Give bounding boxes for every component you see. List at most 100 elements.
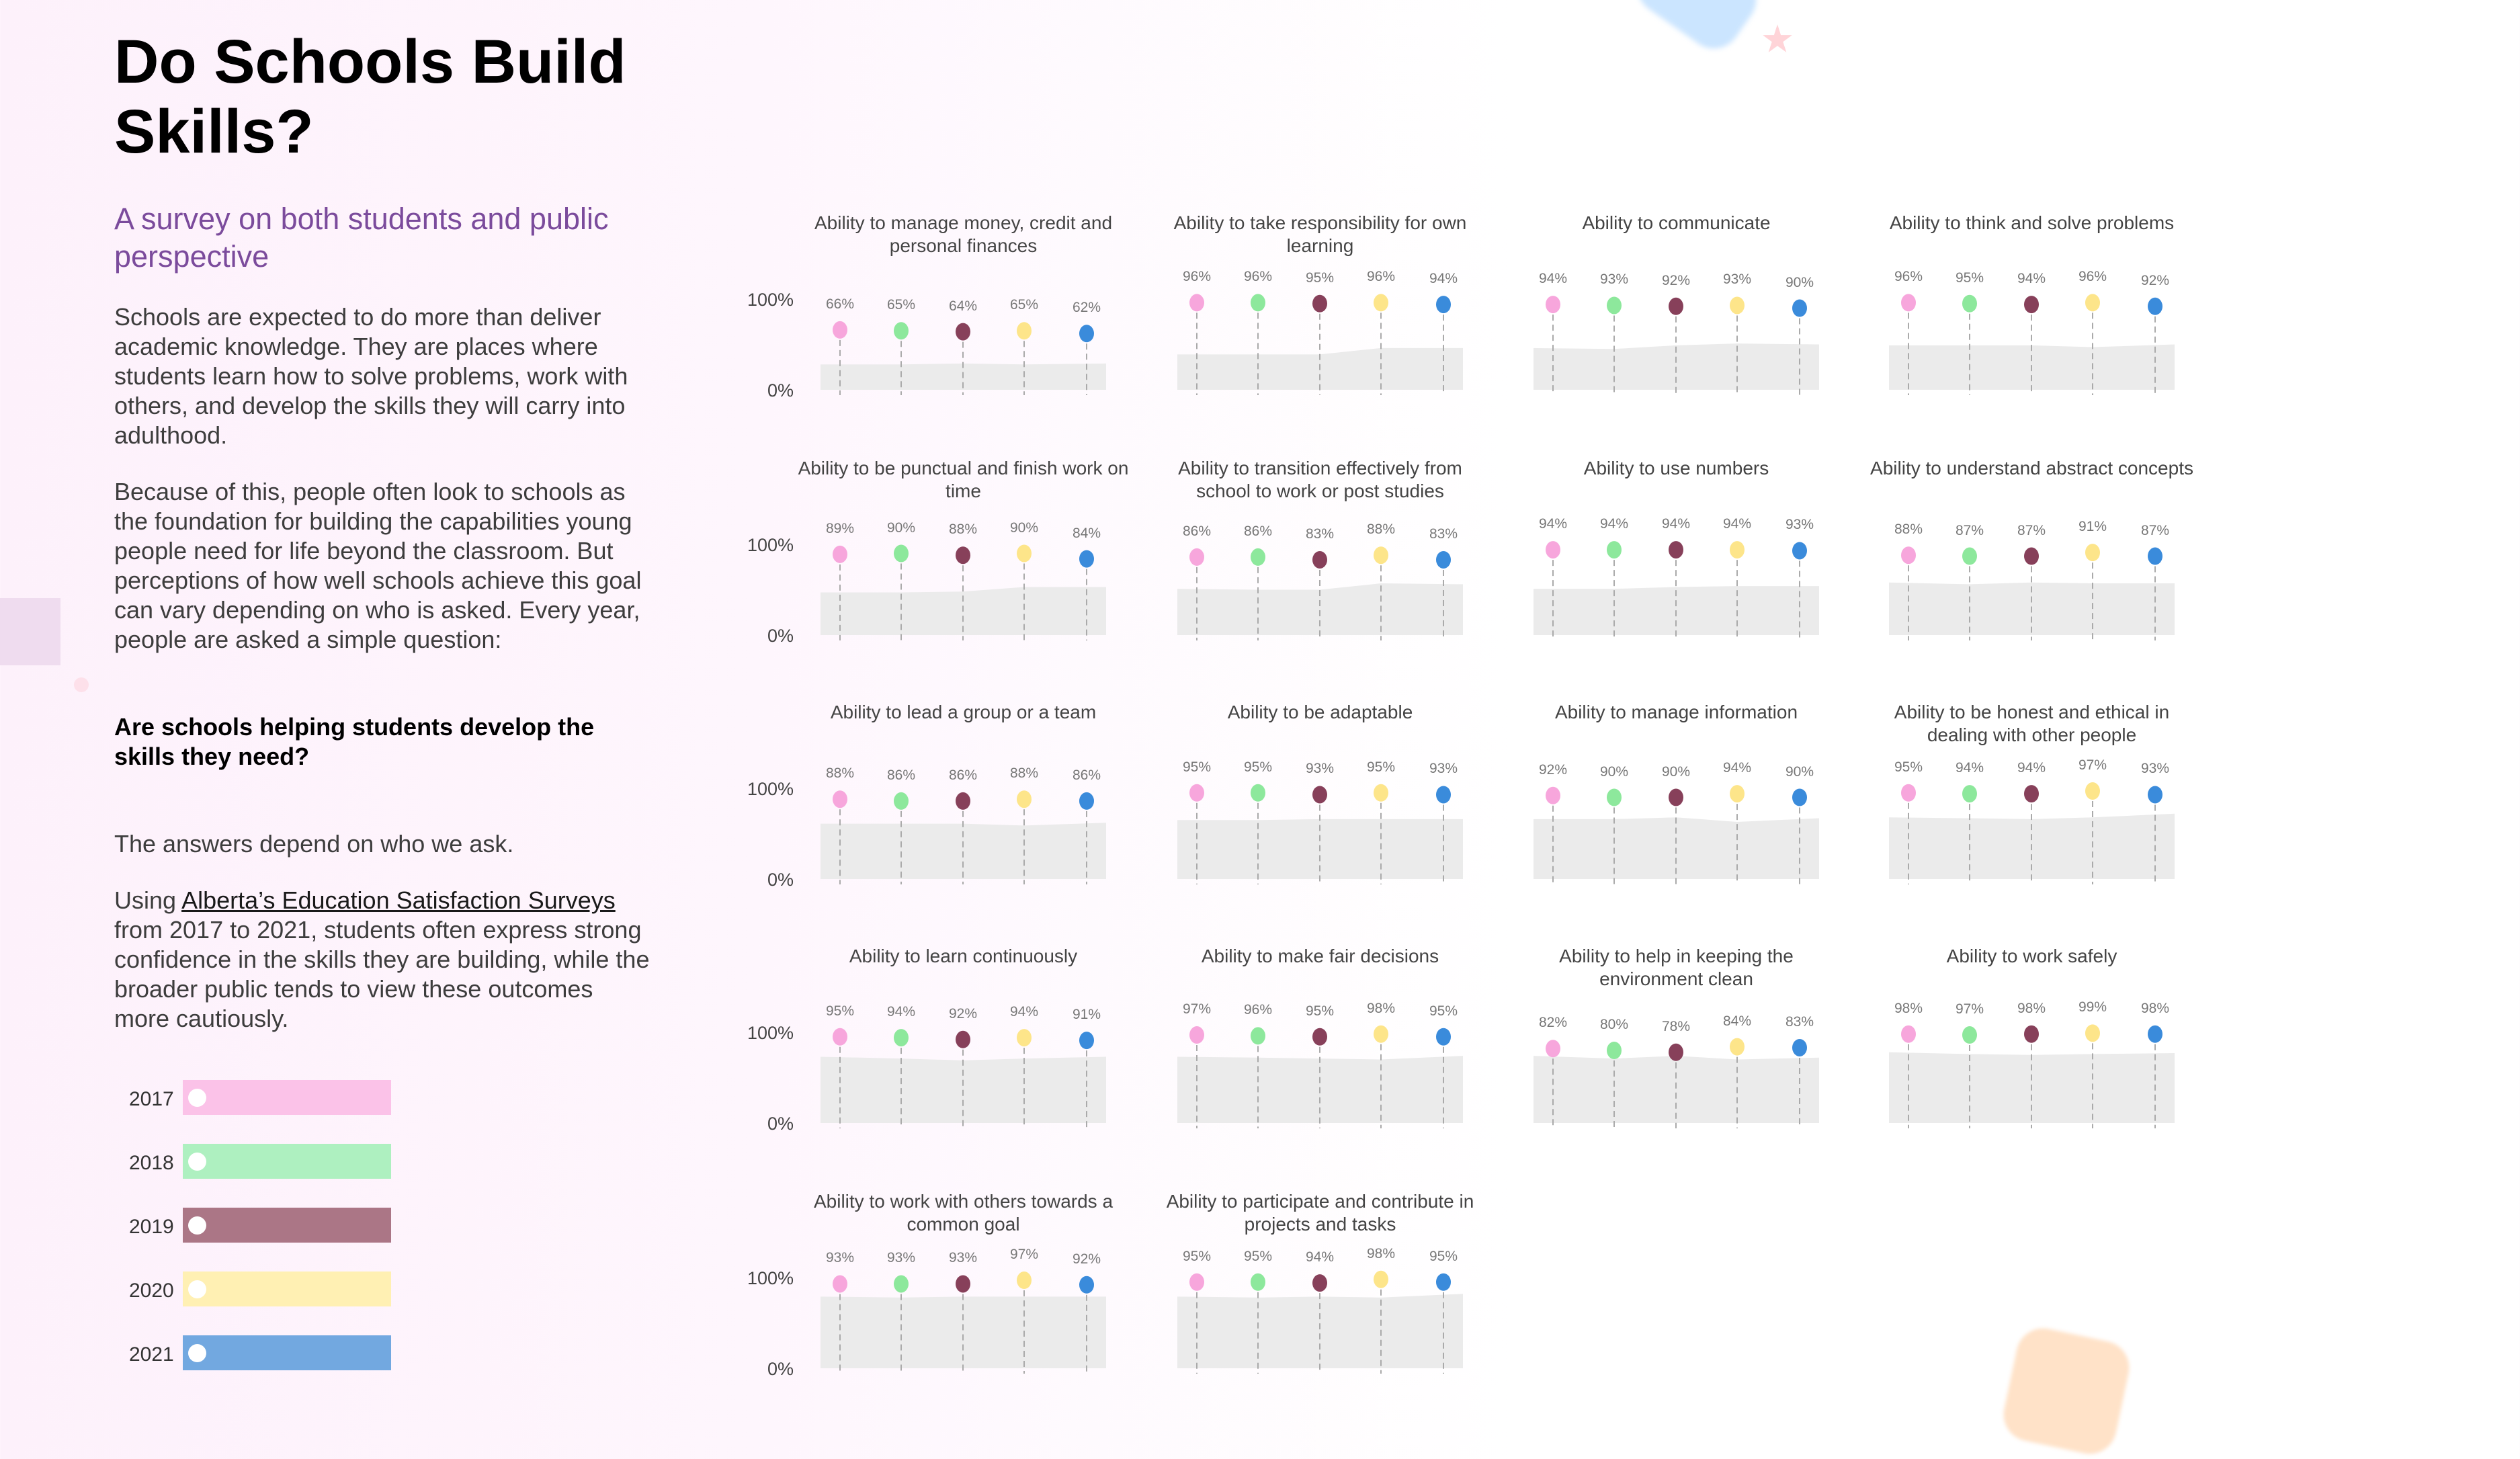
student-dot-2017[interactable] (833, 321, 847, 339)
student-dot-2018[interactable] (1251, 1027, 1265, 1045)
student-dot-2020[interactable] (1017, 1029, 1032, 1047)
student-dot-2017[interactable] (1189, 294, 1204, 312)
student-dot-2018[interactable] (1251, 294, 1265, 312)
student-dot-2019[interactable] (956, 546, 970, 565)
student-dot-2019[interactable] (1669, 297, 1683, 315)
student-dot-2019[interactable] (1312, 786, 1327, 804)
student-dot-2021[interactable] (2148, 1025, 2162, 1043)
student-dot-2017[interactable] (833, 790, 847, 808)
student-dot-2018[interactable] (1251, 784, 1265, 802)
student-dot-2021[interactable] (1079, 792, 1094, 810)
student-dot-2019[interactable] (1312, 1028, 1327, 1046)
student-dot-2019[interactable] (1669, 788, 1683, 806)
student-dot-2017[interactable] (1189, 1273, 1204, 1291)
student-dot-2017[interactable] (1901, 1025, 1916, 1043)
student-dot-2020[interactable] (1374, 784, 1388, 802)
student-dot-2018[interactable] (1962, 1026, 1977, 1044)
toggle-knob[interactable] (188, 1153, 206, 1171)
student-dot-2020[interactable] (1374, 546, 1388, 565)
student-dot-2019[interactable] (1312, 550, 1327, 569)
student-dot-2021[interactable] (1436, 1273, 1451, 1291)
student-dot-2021[interactable] (1792, 542, 1807, 560)
toggle-knob[interactable] (188, 1280, 206, 1298)
student-dot-2017[interactable] (1546, 786, 1560, 804)
student-dot-2018[interactable] (1962, 294, 1977, 312)
student-dot-2021[interactable] (1792, 1038, 1807, 1056)
student-dot-2019[interactable] (956, 323, 970, 341)
student-dot-2017[interactable] (1546, 1040, 1560, 1058)
student-dot-2019[interactable] (2024, 547, 2039, 565)
student-dot-2021[interactable] (1079, 550, 1094, 568)
student-dot-2021[interactable] (2148, 547, 2162, 565)
student-dot-2017[interactable] (1546, 296, 1560, 314)
student-dot-2021[interactable] (2148, 297, 2162, 315)
legend-color-bar[interactable] (183, 1272, 391, 1306)
student-dot-2017[interactable] (833, 1275, 847, 1293)
student-dot-2019[interactable] (956, 1275, 970, 1293)
student-dot-2018[interactable] (894, 1029, 909, 1047)
student-dot-2018[interactable] (1251, 1273, 1265, 1291)
student-dot-2017[interactable] (1546, 541, 1560, 559)
student-dot-2020[interactable] (1730, 785, 1745, 803)
legend-color-bar[interactable] (183, 1080, 391, 1115)
student-dot-2019[interactable] (1312, 294, 1327, 312)
survey-link[interactable]: Alberta’s Education Satisfaction Surveys (181, 886, 616, 914)
student-dot-2021[interactable] (1436, 550, 1451, 569)
student-dot-2018[interactable] (1251, 548, 1265, 566)
student-dot-2017[interactable] (1901, 294, 1916, 312)
student-dot-2018[interactable] (1607, 541, 1622, 559)
student-dot-2021[interactable] (1436, 786, 1451, 804)
toggle-knob[interactable] (188, 1344, 206, 1362)
toggle-knob[interactable] (188, 1216, 206, 1235)
student-dot-2018[interactable] (894, 792, 909, 810)
student-dot-2021[interactable] (1436, 1028, 1451, 1046)
student-dot-2021[interactable] (1079, 1276, 1094, 1294)
student-dot-2018[interactable] (894, 322, 909, 340)
student-dot-2018[interactable] (1607, 788, 1622, 806)
legend-color-bar[interactable] (183, 1208, 391, 1243)
student-dot-2019[interactable] (956, 1030, 970, 1048)
legend-color-bar[interactable] (183, 1335, 391, 1370)
student-dot-2020[interactable] (1730, 541, 1745, 559)
student-dot-2020[interactable] (2085, 782, 2100, 800)
student-dot-2018[interactable] (1962, 547, 1977, 565)
student-dot-2020[interactable] (1017, 322, 1032, 340)
student-dot-2019[interactable] (1312, 1274, 1327, 1292)
student-dot-2017[interactable] (1189, 784, 1204, 802)
student-dot-2017[interactable] (1189, 1026, 1204, 1044)
student-dot-2018[interactable] (1962, 785, 1977, 803)
student-dot-2021[interactable] (1436, 296, 1451, 314)
student-dot-2017[interactable] (1189, 548, 1204, 566)
student-dot-2020[interactable] (2085, 544, 2100, 562)
student-dot-2018[interactable] (894, 544, 909, 562)
student-dot-2020[interactable] (1017, 544, 1032, 562)
student-dot-2017[interactable] (833, 1028, 847, 1046)
student-dot-2017[interactable] (833, 545, 847, 563)
student-dot-2020[interactable] (1017, 1272, 1032, 1290)
student-dot-2020[interactable] (2085, 1024, 2100, 1042)
student-dot-2019[interactable] (1669, 1043, 1683, 1061)
student-dot-2021[interactable] (2148, 786, 2162, 804)
legend-color-bar[interactable] (183, 1144, 391, 1179)
student-dot-2020[interactable] (1374, 294, 1388, 312)
student-dot-2018[interactable] (894, 1275, 909, 1293)
student-dot-2021[interactable] (1079, 1032, 1094, 1050)
student-dot-2020[interactable] (1017, 790, 1032, 808)
student-dot-2019[interactable] (1669, 541, 1683, 559)
student-dot-2017[interactable] (1901, 784, 1916, 802)
student-dot-2020[interactable] (1374, 1025, 1388, 1043)
student-dot-2020[interactable] (1730, 296, 1745, 315)
student-dot-2019[interactable] (2024, 1025, 2039, 1043)
student-dot-2021[interactable] (1792, 299, 1807, 317)
student-dot-2018[interactable] (1607, 296, 1622, 315)
student-dot-2019[interactable] (2024, 296, 2039, 314)
student-dot-2017[interactable] (1901, 546, 1916, 565)
student-dot-2018[interactable] (1607, 1042, 1622, 1059)
student-dot-2020[interactable] (2085, 294, 2100, 312)
student-dot-2021[interactable] (1792, 788, 1807, 806)
student-dot-2019[interactable] (956, 792, 970, 810)
student-dot-2020[interactable] (1730, 1038, 1745, 1056)
toggle-knob[interactable] (188, 1089, 206, 1107)
student-dot-2021[interactable] (1079, 325, 1094, 343)
student-dot-2020[interactable] (1374, 1270, 1388, 1288)
